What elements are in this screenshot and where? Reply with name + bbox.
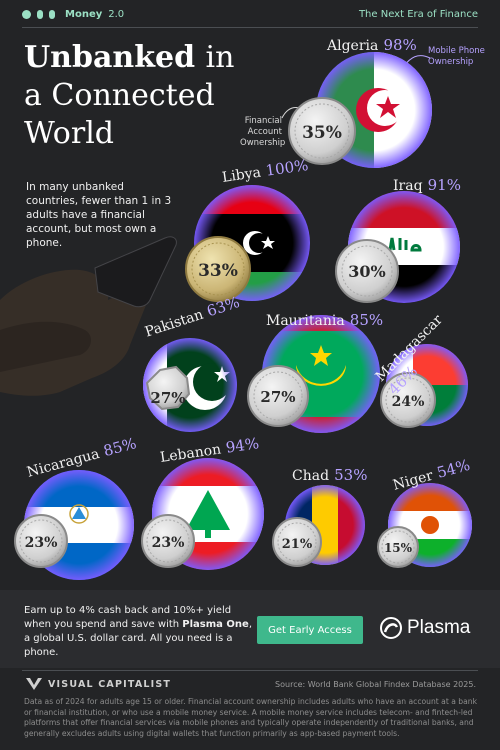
promo-text-part: , a global U.S. dollar card. All you nee… [24, 619, 252, 658]
coin-label-lebanon: 23% [152, 535, 185, 551]
coin-label-niger: 15% [384, 541, 413, 555]
promo-text: Earn up to 4% cash back and 10%+ yield w… [24, 604, 254, 660]
coin-label-mauritania: 27% [260, 388, 295, 406]
promo-panel [0, 590, 500, 668]
country-name: Algeria [327, 38, 379, 54]
legend-mobile: Mobile Phone Ownership [428, 46, 485, 67]
legend-financial: Financial Account Ownership [240, 116, 286, 148]
country-name: Chad [292, 468, 330, 484]
coin-label-iraq: 30% [348, 262, 385, 281]
coin-algeria: 35% [288, 97, 356, 165]
mobile-pct: 98% [383, 36, 417, 54]
title-line-1: Unbanked in [24, 40, 234, 75]
coin-label-nicaragua: 23% [25, 535, 58, 551]
coin-iraq: 30% [335, 239, 399, 303]
mobile-pct: 91% [427, 176, 461, 194]
hand-phone-illustration [0, 236, 177, 396]
coin-chad: 21% [272, 517, 322, 567]
plasma-logo[interactable]: Plasma [380, 617, 470, 639]
coin-niger: 15% [377, 526, 419, 568]
coin-libya: 33% [185, 236, 251, 302]
brand-name: Money [65, 9, 103, 20]
mobile-pct: 85% [349, 311, 384, 329]
header-divider [22, 27, 478, 28]
publisher-name: VISUAL CAPITALIST [48, 678, 172, 690]
coin-label-pakistan: 27% [150, 389, 185, 407]
coin-label-chad: 21% [282, 537, 313, 552]
coin-pakistan: 27% [145, 365, 191, 411]
intro-text: In many unbanked countries, fewer than 1… [26, 181, 172, 249]
coin-lebanon: 23% [141, 514, 195, 568]
logo-dot-icon [37, 10, 43, 19]
title-line-3: World [24, 116, 114, 151]
promo-text-part: Earn up to 4% cash back and 10%+ yield w… [24, 605, 232, 630]
coin-mauritania: 27% [247, 365, 309, 427]
coin-label-libya: 33% [198, 261, 238, 281]
mobile-pct: 53% [334, 466, 368, 484]
country-name: Mauritania [266, 313, 345, 329]
bubble-chart: 35% 33% 30% 27% 27% 24% 23% 23% 21% [0, 52, 472, 580]
methodology-note: Data as of 2024 for adults age 15 or old… [24, 697, 477, 738]
logo-dot-icon [22, 10, 31, 19]
title-bold: Unbanked [24, 40, 196, 75]
get-early-access-button[interactable]: Get Early Access [257, 616, 363, 644]
footer-divider [22, 670, 478, 671]
vc-logo-icon [26, 678, 42, 690]
coin-label-madagascar: 24% [392, 394, 425, 410]
country-name: Iraq [393, 178, 423, 194]
logo-dot-icon [49, 10, 55, 19]
money-logo: Money 2.0 [22, 9, 124, 20]
label-algeria: Algeria 98% [327, 35, 417, 54]
label-chad: Chad 53% [292, 465, 367, 484]
tagline: The Next Era of Finance [358, 9, 478, 20]
promo-product-name: Plasma One [182, 619, 249, 630]
plasma-icon [380, 617, 402, 639]
source-text: Source: World Bank Global Findex Databas… [275, 680, 476, 689]
coin-label-algeria: 35% [302, 123, 342, 143]
coin-nicaragua: 23% [14, 514, 68, 568]
label-iraq: Iraq 91% [393, 175, 461, 194]
title-line-2: a Connected [24, 78, 215, 113]
coin-madagascar: 24% [380, 372, 436, 428]
visual-capitalist-logo[interactable]: VISUAL CAPITALIST [26, 678, 171, 690]
brand-version: 2.0 [108, 9, 125, 20]
label-mauritania: Mauritania 85% [266, 310, 383, 329]
title-light: in [205, 40, 235, 75]
plasma-name: Plasma [407, 617, 471, 638]
